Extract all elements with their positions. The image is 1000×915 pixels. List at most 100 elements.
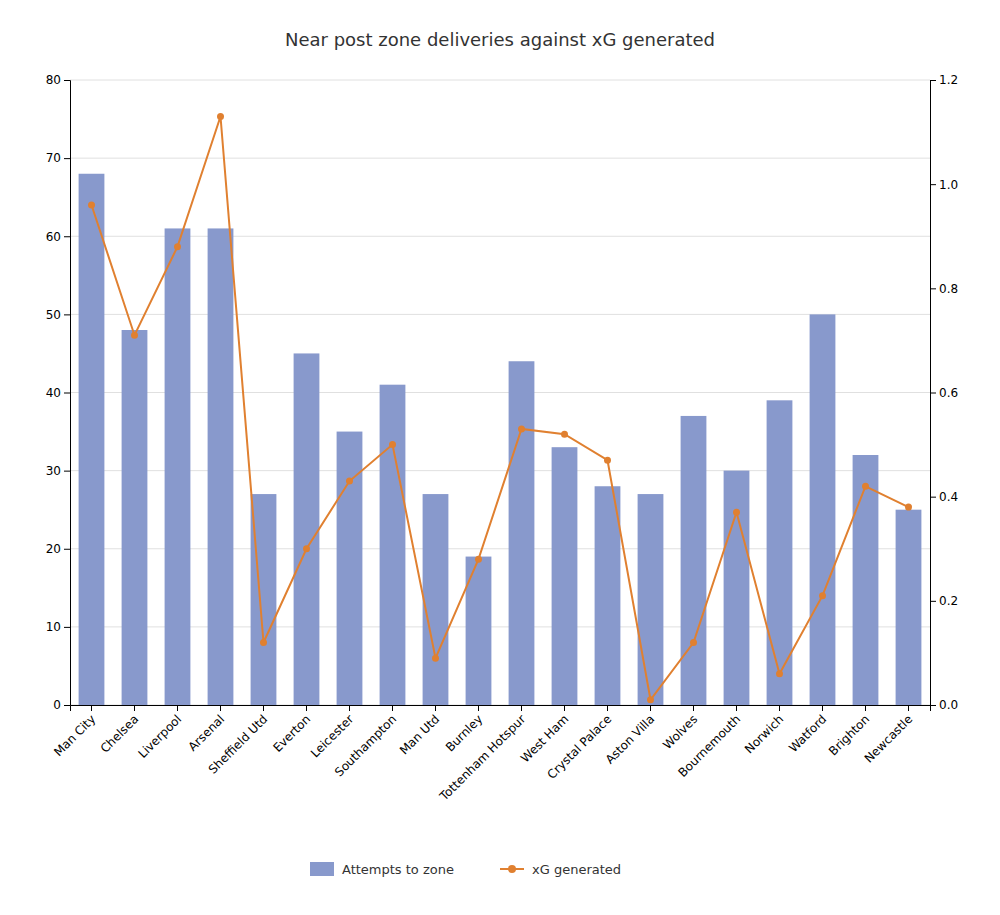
point — [690, 639, 697, 646]
tick: 60 — [46, 230, 70, 244]
tick: Brighton — [826, 705, 872, 758]
tick-mark — [91, 705, 92, 711]
tick-label: 0.4 — [939, 490, 958, 504]
tick: 1.0 — [930, 178, 958, 192]
tick: 30 — [46, 464, 70, 478]
tick-mark — [64, 236, 70, 237]
tick-mark — [822, 705, 823, 711]
chart: Man CityChelseaLiverpoolArsenalSheffield… — [0, 0, 1000, 915]
tick: 70 — [46, 151, 70, 165]
bar — [122, 330, 148, 705]
tick-mark — [930, 393, 936, 394]
tick: Southampton — [332, 705, 399, 779]
point — [389, 441, 396, 448]
tick-mark — [908, 705, 909, 711]
point — [475, 556, 482, 563]
grid-line — [70, 314, 930, 315]
point — [303, 545, 310, 552]
tick-mark — [478, 705, 479, 711]
tick-mark — [64, 471, 70, 472]
plot-area: Man CityChelseaLiverpoolArsenalSheffield… — [46, 73, 958, 804]
tick-mark — [564, 705, 565, 711]
tick-label: Norwich — [742, 712, 786, 756]
tick-mark — [64, 158, 70, 159]
point — [131, 332, 138, 339]
tick: 1.2 — [930, 73, 958, 87]
tick-mark — [930, 184, 936, 185]
bar — [294, 353, 320, 705]
tick-mark — [220, 705, 221, 711]
legend-item: xG generated — [500, 862, 621, 877]
grid — [70, 80, 930, 705]
point — [819, 592, 826, 599]
tick-label: 0.6 — [939, 386, 958, 400]
tick-label: 30 — [46, 464, 61, 478]
tick-mark — [930, 705, 936, 706]
tick-label: 10 — [46, 620, 61, 634]
tick: 10 — [46, 620, 70, 634]
tick-label: Bournemouth — [676, 712, 744, 780]
tick-label: 40 — [46, 386, 61, 400]
tick: Burnley — [443, 705, 485, 754]
grid-line — [70, 548, 930, 549]
tick-mark — [263, 705, 264, 711]
tick: Man Utd — [397, 705, 442, 757]
tick: Man City — [51, 705, 98, 759]
tick: 80 — [46, 73, 70, 87]
point — [174, 243, 181, 250]
tick: 0.2 — [930, 594, 958, 608]
point — [733, 509, 740, 516]
tick-label: Tottenham Hotspur — [436, 712, 528, 804]
axis-line — [71, 706, 931, 712]
tick-label: Chelsea — [98, 712, 142, 756]
legend-item: Attempts to zone — [310, 862, 454, 877]
tick-mark — [435, 705, 436, 711]
point — [905, 504, 912, 511]
tick-mark — [865, 705, 866, 711]
y-axis: 0 10 20 30 40 50 60 70 80 — [46, 73, 71, 712]
point — [432, 655, 439, 662]
tick-mark — [650, 705, 651, 711]
title: Near post zone deliveries against xG gen… — [285, 29, 715, 50]
tick: Chelsea — [98, 705, 142, 756]
tick: Tottenham Hotspur — [436, 705, 528, 804]
tick-mark — [521, 705, 522, 711]
y2-axis: 0.0 0.2 0.4 0.6 0.8 1.0 1.2 — [930, 73, 958, 712]
tick: 0.8 — [930, 282, 958, 296]
point — [217, 113, 224, 120]
tick-label: 1.2 — [939, 73, 958, 87]
tick-label: 1.0 — [939, 178, 958, 192]
bar — [509, 361, 535, 705]
point — [561, 431, 568, 438]
tick: 0 — [53, 698, 70, 712]
tick-mark — [134, 705, 135, 711]
tick-mark — [64, 314, 70, 315]
tick: Bournemouth — [676, 705, 744, 780]
legend-swatch — [310, 862, 334, 876]
tick-mark — [64, 393, 70, 394]
tick-label: Crystal Palace — [545, 712, 615, 782]
tick-label: Burnley — [443, 712, 485, 754]
tick-label: 50 — [46, 308, 61, 322]
point — [604, 457, 611, 464]
bar — [853, 455, 879, 705]
bar — [810, 314, 836, 705]
tick-label: Sheffield Utd — [206, 712, 271, 777]
tick-label: Liverpool — [135, 712, 184, 761]
tick-label: Newcastle — [862, 712, 916, 766]
tick-label: 20 — [46, 542, 61, 556]
tick-label: 0.0 — [939, 698, 958, 712]
bar — [638, 494, 664, 705]
bar — [595, 486, 621, 705]
axis-line — [931, 81, 937, 706]
tick-mark — [64, 80, 70, 81]
point — [776, 670, 783, 677]
series-0 — [79, 174, 922, 705]
tick-mark — [177, 705, 178, 711]
legend: Attempts to zone xG generated — [310, 862, 621, 877]
tick-label: Wolves — [660, 712, 700, 752]
legend-label: Attempts to zone — [342, 862, 454, 877]
point — [862, 483, 869, 490]
tick: Sheffield Utd — [206, 705, 271, 777]
point — [518, 425, 525, 432]
